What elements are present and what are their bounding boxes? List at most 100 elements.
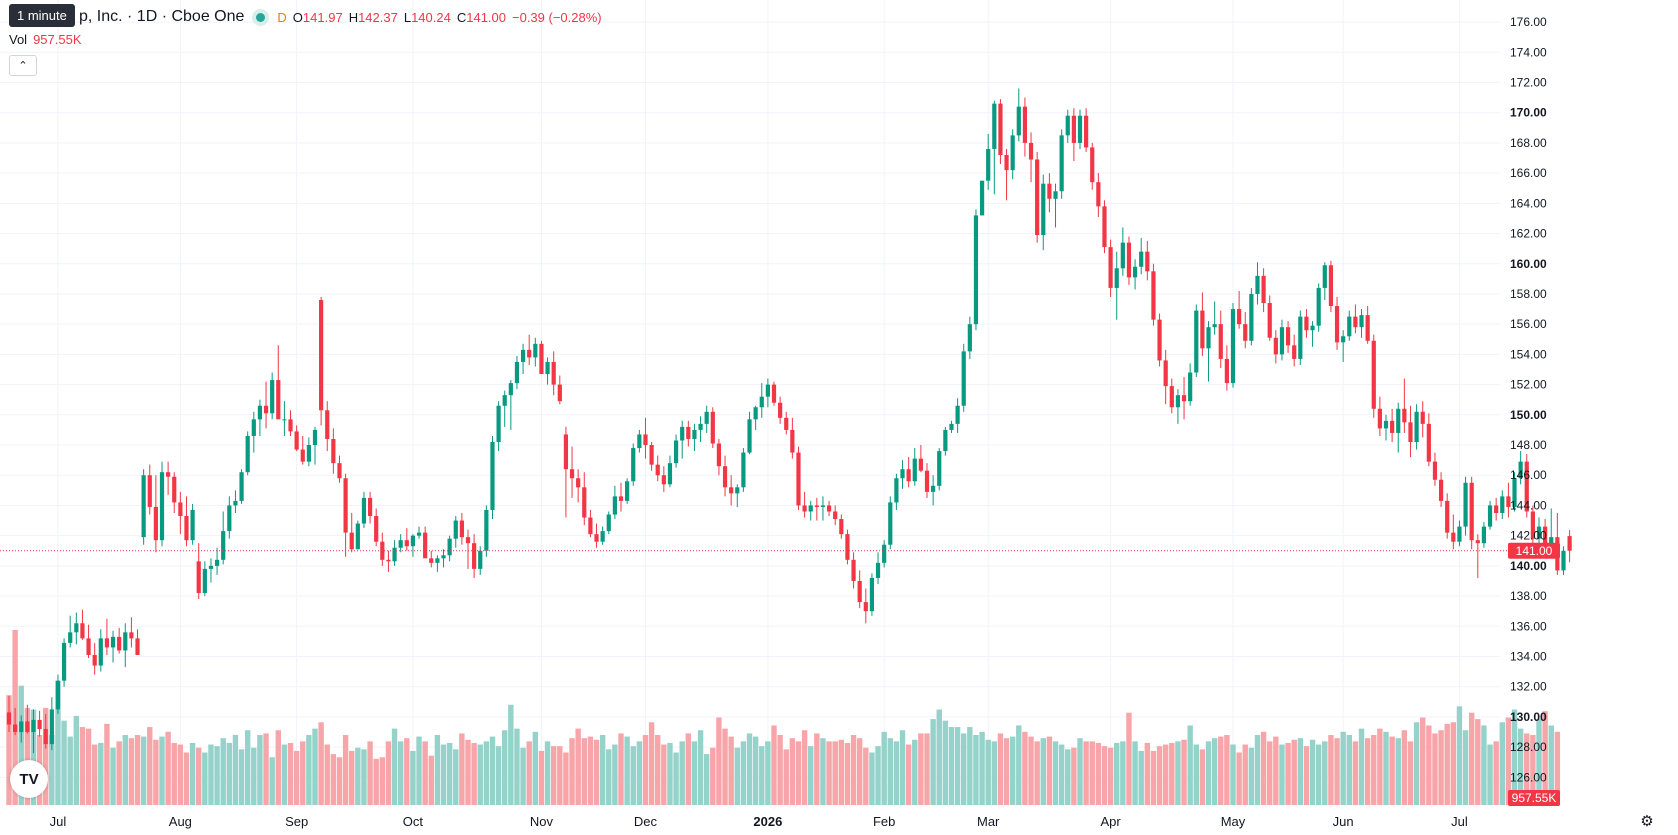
- volume-bar: [300, 741, 306, 805]
- candle-body: [80, 623, 85, 639]
- settings-gear-icon[interactable]: ⚙: [1640, 813, 1654, 830]
- candle-body: [61, 642, 67, 681]
- candle-body: [1139, 251, 1144, 267]
- candle-body: [1224, 358, 1229, 384]
- volume-bar: [1303, 746, 1310, 805]
- volume-bar: [1505, 717, 1512, 805]
- candle-body: [13, 724, 18, 733]
- volume-bar: [1218, 736, 1224, 805]
- price-tick-label: 140.00: [1510, 559, 1547, 573]
- volume-bar: [967, 727, 973, 805]
- candle-body: [117, 636, 122, 651]
- candle-body: [716, 443, 722, 467]
- volume-bar: [422, 741, 428, 805]
- candle-body: [43, 729, 48, 745]
- volume-bar: [508, 704, 514, 805]
- candle-body: [74, 623, 79, 633]
- volume-bar: [899, 730, 906, 805]
- volume-bar: [324, 744, 330, 805]
- price-tick-label: 172.00: [1510, 75, 1547, 89]
- candle-body: [802, 505, 807, 512]
- volume-bar: [330, 754, 337, 805]
- candle-body: [1206, 327, 1211, 349]
- volume-bar: [826, 741, 832, 805]
- volume-bar: [697, 730, 704, 805]
- volume-bar: [489, 736, 496, 805]
- candle-body: [1157, 319, 1162, 361]
- volume-bar: [269, 757, 275, 805]
- candle-body: [704, 411, 709, 424]
- volume-bar: [1487, 744, 1493, 805]
- volume-bar: [440, 744, 447, 805]
- candle-body: [1255, 275, 1260, 294]
- volume-bar: [1450, 722, 1457, 805]
- volume-bar: [740, 741, 747, 805]
- volume-bar: [1530, 735, 1536, 805]
- candle-body: [1194, 310, 1199, 373]
- candle-body: [1230, 309, 1236, 384]
- volume-bar: [593, 739, 600, 805]
- volume-bar: [863, 747, 869, 805]
- candle-body: [1432, 461, 1438, 480]
- candle-body: [667, 463, 673, 485]
- volume-bar: [428, 755, 434, 805]
- volume-bar: [636, 741, 643, 805]
- candle-body: [1298, 316, 1303, 359]
- time-axis[interactable]: Jul Aug Sep Oct Nov Dec 2026 Feb Mar Apr May Jun Jul: [50, 814, 1468, 829]
- candle-body: [563, 434, 569, 470]
- candle-body: [355, 523, 360, 550]
- candle-body: [594, 534, 599, 542]
- candle-body: [178, 502, 183, 517]
- price-tick-label: 166.00: [1510, 166, 1547, 180]
- candle-body: [741, 452, 746, 488]
- candle-body: [392, 547, 397, 562]
- volume-bar: [783, 749, 789, 805]
- volume-bar: [746, 733, 753, 805]
- price-tick-label: 156.00: [1510, 317, 1547, 331]
- candle-body: [588, 517, 593, 535]
- volume-bar: [912, 739, 918, 805]
- candle-body: [1096, 182, 1101, 207]
- candle-body: [410, 535, 416, 547]
- collapse-legend-button[interactable]: ⌃: [9, 55, 37, 76]
- candle-body: [1053, 191, 1058, 199]
- volume-bar: [459, 733, 465, 805]
- volume-bar: [238, 749, 245, 805]
- price-tick-label: 150.00: [1510, 408, 1547, 422]
- candle-body: [1426, 423, 1431, 462]
- volume-bar: [1254, 735, 1261, 805]
- candle-body: [429, 558, 434, 563]
- volume-bar: [991, 741, 998, 805]
- candle-body: [380, 541, 385, 560]
- volume-bar: [1413, 722, 1420, 805]
- volume-bar: [502, 730, 508, 805]
- volume-bar: [183, 752, 190, 805]
- candle-body: [747, 419, 752, 453]
- low-readout: L140.24: [404, 10, 451, 25]
- candle-body: [423, 532, 428, 559]
- volume-bar: [391, 728, 398, 805]
- volume-bar: [1352, 741, 1359, 805]
- volume-bar: [1395, 738, 1401, 805]
- candle-body: [251, 419, 256, 436]
- volume-bar: [85, 728, 92, 805]
- volume-bar: [1371, 735, 1377, 805]
- volume-bar: [244, 730, 251, 805]
- symbol-title[interactable]: p, Inc. · 1D · Cboe One: [79, 8, 245, 25]
- time-tick-label: Mar: [977, 814, 1000, 829]
- candle-body: [943, 429, 948, 452]
- candle-body: [1506, 496, 1511, 507]
- volume-bar: [1034, 741, 1040, 805]
- candle-body: [875, 562, 881, 578]
- price-axis[interactable]: 126.00 128.00 130.00 132.00 134.00 136.00 138.…: [1510, 15, 1547, 784]
- volume-bar: [165, 731, 171, 805]
- candle-body: [759, 396, 764, 408]
- candle-body: [31, 719, 36, 733]
- candle-body: [1218, 324, 1223, 359]
- last-volume-badge: [1508, 790, 1560, 806]
- candle-body: [386, 559, 391, 562]
- time-tick-label: Jul: [50, 814, 67, 829]
- tradingview-logo-icon[interactable]: TV: [10, 760, 48, 798]
- volume-bar: [881, 731, 887, 805]
